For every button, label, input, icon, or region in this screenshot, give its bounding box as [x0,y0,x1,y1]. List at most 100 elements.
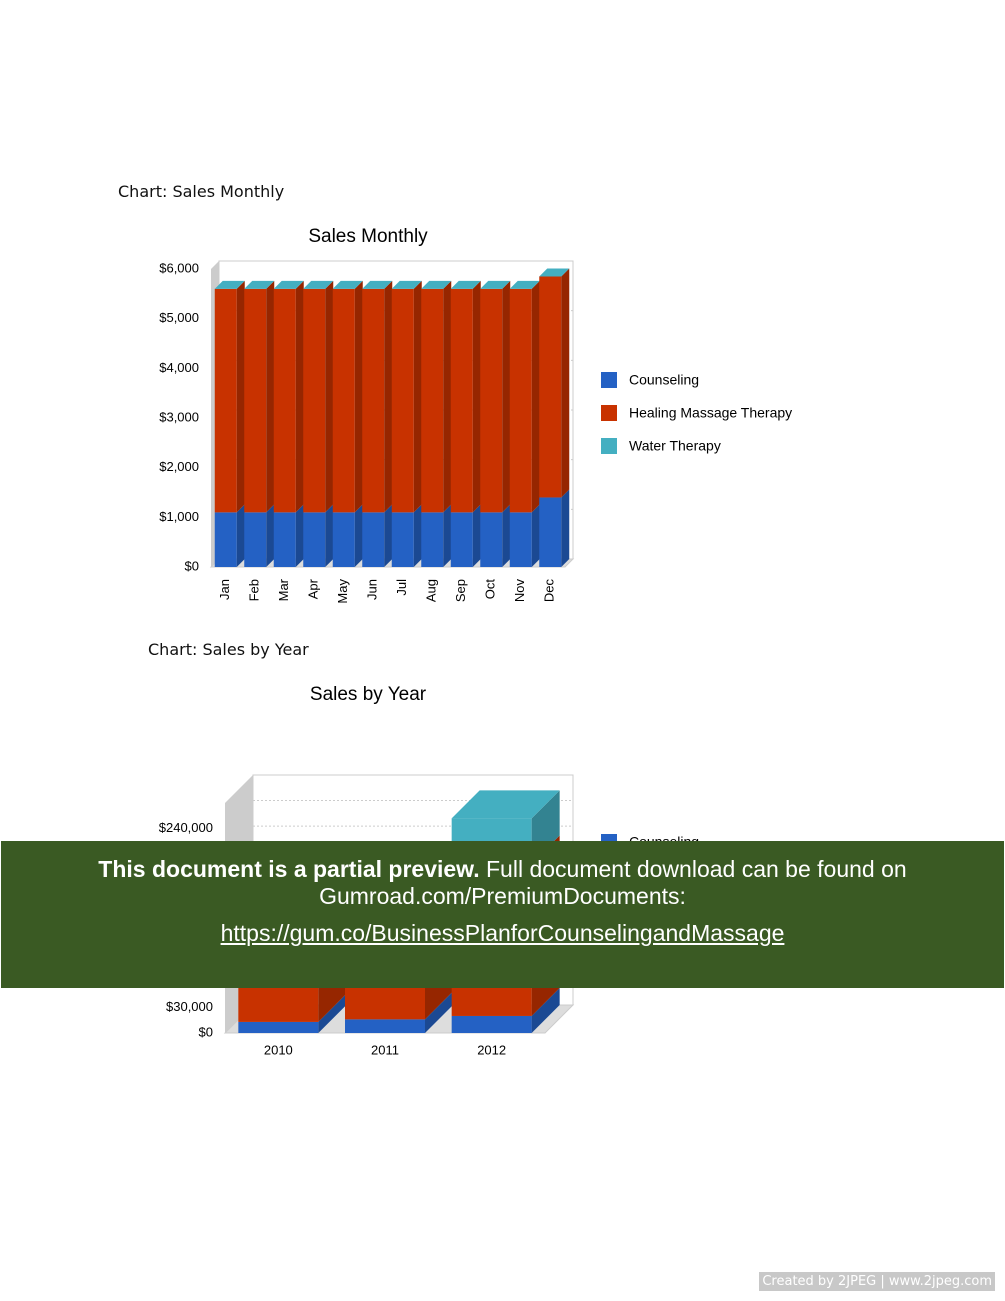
bar-segment [303,512,326,567]
y-tick-label: $6,000 [159,260,199,275]
bar-segment [345,1019,425,1033]
bar-segment [421,512,444,567]
bar-side [472,504,481,567]
bar-segment [451,1015,532,1033]
bar-segment [273,512,296,567]
bar-segment [391,512,414,567]
y-tick-label: $4,000 [159,360,199,375]
bar-top [480,280,511,289]
bar-side [561,268,570,498]
bar-side [413,504,422,567]
y-tick-label: $0 [199,1024,213,1039]
legend-swatch [601,438,617,454]
x-tick-label: Sep [453,579,468,602]
y-tick-label: $30,000 [166,999,213,1014]
bar-side [266,504,275,567]
bar-side [325,280,334,513]
legend-label: Counseling [629,372,699,388]
bar-segment [450,512,473,567]
bar-segment [480,512,503,567]
bar-side [354,280,363,513]
bar-side [561,489,570,567]
bar-top [332,280,363,289]
bar-segment [214,288,237,513]
bar-top [539,268,570,277]
bar-side [295,504,304,567]
bar-segment [214,512,237,567]
bar-side [425,991,453,1033]
y-tick-label: $5,000 [159,310,199,325]
bar-top [244,280,275,289]
legend-swatch [601,372,617,388]
x-tick-label: Mar [276,578,291,601]
bar-segment [509,512,532,567]
y-tick-label: $2,000 [159,459,199,474]
x-tick-label: Jan [217,579,232,600]
bar-side [236,280,245,513]
banner-link[interactable]: https://gum.co/BusinessPlanforCounseling… [220,920,785,946]
x-tick-label: 2011 [371,1042,399,1057]
bar-top [273,280,304,289]
bar-top [450,280,481,289]
bar-side [413,280,422,513]
bar-segment [303,288,326,513]
bar-side [384,280,393,513]
x-tick-label: Nov [512,579,527,603]
x-tick-label: Jun [365,579,380,600]
bar-side [325,504,334,567]
chart-title: Sales Monthly [308,226,428,247]
x-tick-label: May [335,579,350,604]
bar-top [391,280,422,289]
bar-side [384,504,393,567]
bar-segment [362,512,385,567]
banner-bold: This document is a partial preview. [98,856,480,882]
y-tick-label: $240,000 [159,820,213,835]
x-tick-label: Feb [247,579,262,601]
legend-label: Water Therapy [629,438,721,454]
bar-top [421,280,452,289]
x-tick-label: 2012 [477,1042,506,1057]
bar-segment [539,497,562,567]
bar-segment [244,512,267,567]
bar-top [362,280,393,289]
bar-side [502,504,511,567]
legend-swatch [601,405,617,421]
x-tick-label: Jul [394,579,409,596]
bar-top [509,280,540,289]
bar-side [295,280,304,513]
bar-top [451,790,560,819]
x-tick-label: Oct [483,579,498,600]
y-tick-label: $0 [185,558,199,573]
chart-title: Sales by Year [310,684,427,705]
preview-banner: This document is a partial preview. Full… [1,841,1004,988]
bar-segment [509,288,532,513]
bar-side [531,987,560,1033]
bar-side [443,504,452,567]
y-tick-label: $3,000 [159,409,199,424]
bar-segment [362,288,385,513]
bar-side [472,280,481,513]
bar-segment [332,512,355,567]
banner-text: Full document download can be found on G… [319,856,907,909]
x-tick-label: Aug [424,579,439,602]
bar-side [502,280,511,513]
bar-segment [450,288,473,513]
bar-segment [391,288,414,513]
caption: Chart: Sales Monthly [118,182,285,201]
legend-label: Healing Massage Therapy [629,405,792,421]
x-tick-label: 2010 [264,1042,293,1057]
bar-segment [332,288,355,513]
bar-segment [273,288,296,513]
x-tick-label: Dec [542,579,557,603]
bar-side [266,280,275,513]
bar-segment [421,288,444,513]
bar-side [236,504,245,567]
bar-segment [539,276,562,498]
bar-side [531,280,540,513]
bar-side [443,280,452,513]
bar-top [303,280,334,289]
bar-segment [480,288,503,513]
x-tick-label: Apr [306,578,321,599]
